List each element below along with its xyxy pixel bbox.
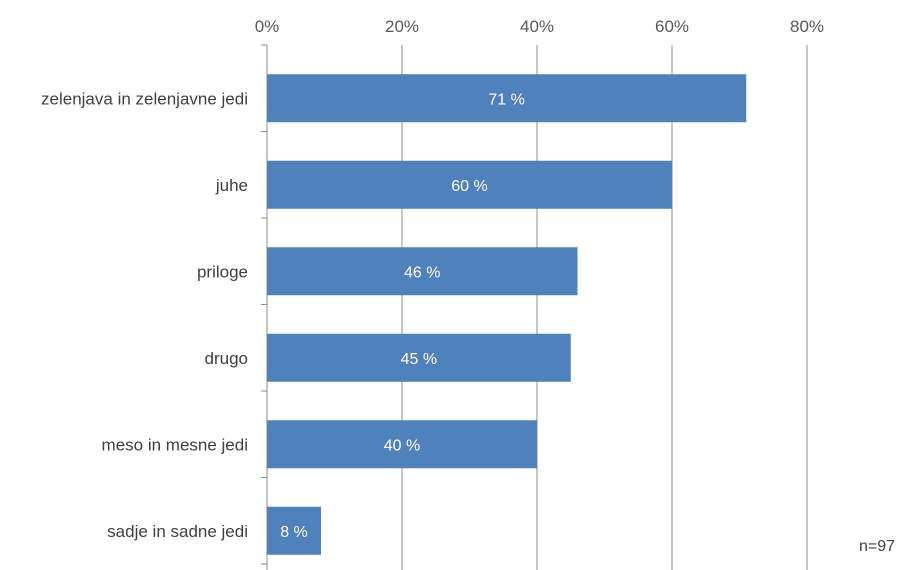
data-label: 8 % [280, 524, 308, 541]
x-tick-label: 20% [385, 17, 419, 36]
x-tick-label: 60% [655, 17, 689, 36]
bar [267, 420, 537, 469]
gridlines [401, 45, 808, 570]
bar [267, 74, 747, 123]
category-labels: zelenjava in zelenjavne jedi juhe priloge d… [41, 89, 248, 541]
category-label: juhe [215, 176, 248, 195]
bar [267, 506, 321, 555]
x-tick-labels: 0% 20% 40% 60% 80% [255, 17, 824, 36]
bars: 71 % 60 % 46 % 45 % 40 % 8 % [267, 74, 747, 555]
x-tick-label: 40% [520, 17, 554, 36]
x-tick-label: 0% [255, 17, 280, 36]
sample-size-note: n=97 [858, 538, 895, 555]
data-label: 71 % [488, 91, 524, 108]
category-label: drugo [205, 349, 248, 368]
bar [267, 333, 571, 382]
category-label: sadje in sadne jedi [107, 522, 248, 541]
category-label: priloge [197, 262, 248, 281]
category-axis [261, 44, 268, 570]
category-label: meso in mesne jedi [102, 435, 248, 454]
category-label: zelenjava in zelenjavne jedi [41, 89, 248, 108]
data-label: 45 % [401, 351, 437, 368]
data-label: 60 % [451, 178, 487, 195]
x-tick-label: 80% [790, 17, 824, 36]
bar [267, 160, 672, 209]
bar [267, 247, 578, 296]
data-label: 46 % [404, 264, 440, 281]
data-label: 40 % [384, 437, 420, 454]
